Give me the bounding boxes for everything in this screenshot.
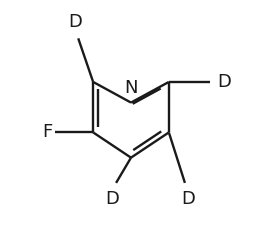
Text: D: D — [217, 73, 231, 91]
Text: N: N — [124, 79, 138, 97]
Text: D: D — [106, 190, 119, 208]
Text: D: D — [68, 13, 82, 31]
Text: F: F — [43, 123, 53, 141]
Text: D: D — [181, 190, 195, 208]
